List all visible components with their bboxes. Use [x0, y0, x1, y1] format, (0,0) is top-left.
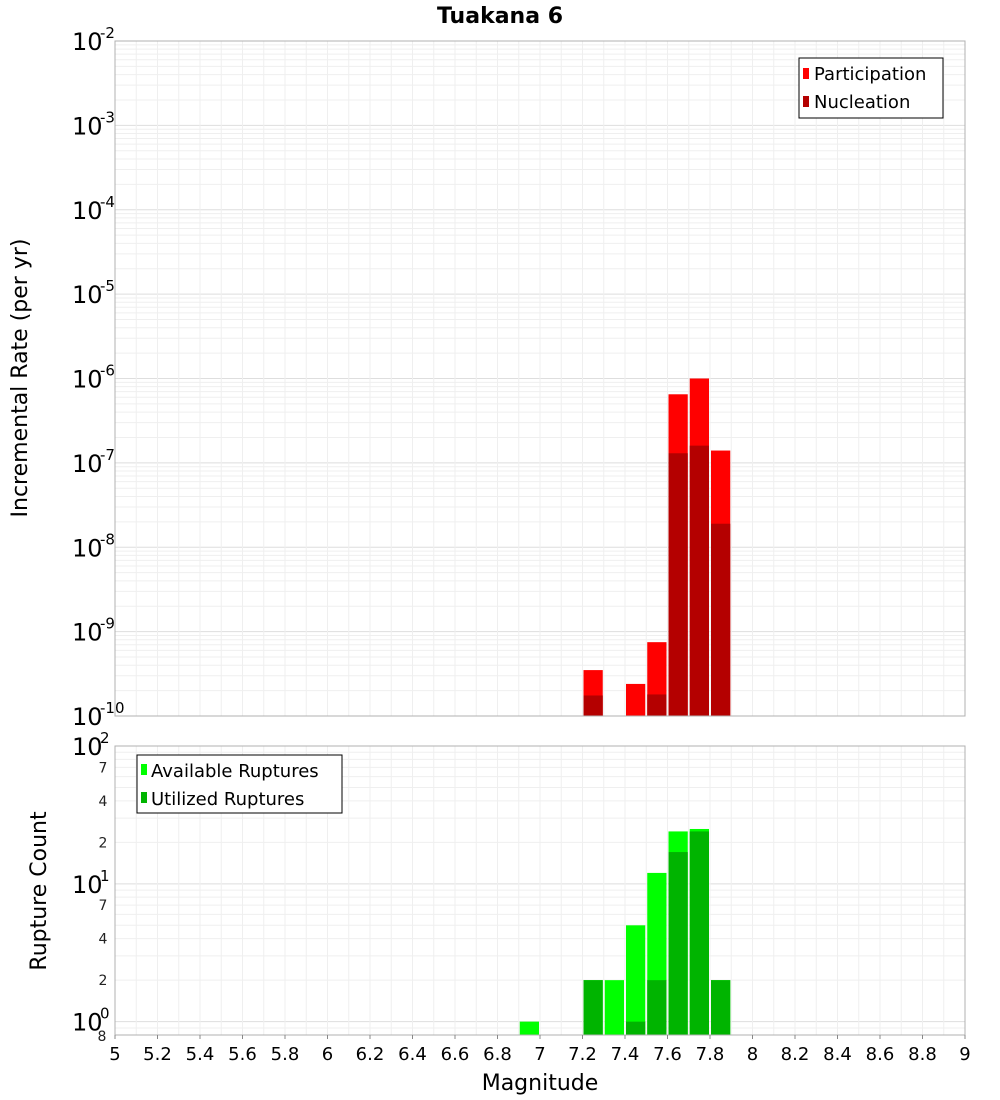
- count-y-minor-tick-label: 2: [99, 835, 108, 851]
- utilized-bar: [689, 831, 709, 1035]
- utilized-bar: [583, 980, 603, 1035]
- x-tick-label: 5.8: [271, 1044, 300, 1065]
- x-tick-label: 6: [322, 1044, 333, 1065]
- rate-plot-border: [114, 40, 966, 717]
- count-x-ticks: 5 5.2 5.4 5.6 5.8 6 6.2 6.4 6.6 6.8 7 7.2 7.4 7.6 7.8 8…: [109, 1035, 971, 1065]
- x-tick-label: 7.8: [696, 1044, 725, 1065]
- rate-y-tick-label: 10: [72, 197, 103, 225]
- count-y-minor-tick-label: 7: [99, 898, 108, 914]
- x-tick-label: 8.6: [866, 1044, 895, 1065]
- rate-legend: Participation Nucleation: [798, 57, 944, 119]
- count-y-tick-label: 10: [72, 733, 103, 761]
- x-tick-label: 7.2: [568, 1044, 597, 1065]
- count-y-minor-tick-label: 7: [99, 760, 108, 776]
- count-y-axis-label: Rupture Count: [27, 811, 52, 971]
- rate-y-tick-label: 10: [72, 112, 103, 140]
- count-y-tick-label: 10: [72, 1009, 103, 1037]
- x-tick-label: 6.2: [356, 1044, 385, 1065]
- nucleation-legend-label: Nucleation: [814, 92, 910, 113]
- rate-y-tick-label: 10: [72, 703, 103, 731]
- rate-y-tick-exponent: -2: [100, 24, 115, 42]
- x-tick-label: 6.6: [441, 1044, 470, 1065]
- participation-legend-label: Participation: [814, 64, 926, 85]
- rate-legend-box: [798, 57, 944, 119]
- count-y-tick-exponent: 2: [100, 729, 110, 747]
- x-axis-label: Magnitude: [482, 1071, 599, 1096]
- utilized-bar: [668, 852, 688, 1035]
- x-tick-label: 6.8: [483, 1044, 512, 1065]
- available-bar: [604, 980, 624, 1035]
- utilized-legend-label: Utilized Ruptures: [151, 789, 304, 810]
- nucleation-bar: [689, 445, 709, 716]
- participation-legend-swatch: [803, 68, 809, 79]
- nucleation-bar: [668, 453, 688, 716]
- available-legend-label: Available Ruptures: [151, 761, 319, 782]
- nucleation-legend-swatch: [803, 96, 809, 107]
- x-tick-label: 5.6: [228, 1044, 257, 1065]
- x-tick-label: 7.6: [653, 1044, 682, 1065]
- rate-bars: [583, 378, 731, 716]
- x-tick-label: 8: [747, 1044, 758, 1065]
- rate-y-tick-label: 10: [72, 366, 103, 394]
- rate-y-tick-label: 10: [72, 450, 103, 478]
- nucleation-bar: [583, 695, 603, 716]
- nucleation-bar: [711, 523, 731, 716]
- rate-y-tick-exponent: -6: [100, 362, 115, 380]
- x-tick-label: 8.2: [781, 1044, 810, 1065]
- rate-y-tick-label: 10: [72, 28, 103, 56]
- x-tick-label: 5: [109, 1044, 120, 1065]
- count-y-minor-tick-label: 4: [99, 932, 108, 948]
- count-bars: [519, 828, 731, 1035]
- nucleation-bar: [647, 694, 667, 716]
- count-y-minor-tick-label: 4: [99, 794, 108, 810]
- x-tick-label: 5.4: [186, 1044, 215, 1065]
- utilized-bar: [711, 980, 731, 1035]
- utilized-bar: [647, 980, 667, 1035]
- x-tick-label: 9: [959, 1044, 970, 1065]
- available-legend-swatch: [141, 764, 147, 775]
- count-y-tick-label: 10: [72, 871, 103, 899]
- rate-y-tick-label: 10: [72, 534, 103, 562]
- rate-y-tick-label: 10: [72, 619, 103, 647]
- utilized-legend-swatch: [141, 792, 147, 803]
- count-y-bottom-tick-label: 8: [98, 1029, 107, 1045]
- rate-gridlines: [114, 41, 966, 717]
- available-bar: [626, 925, 646, 1035]
- count-y-tick-exponent: 1: [100, 867, 110, 885]
- rate-y-tick-label: 10: [72, 281, 103, 309]
- count-legend-box: [136, 754, 343, 814]
- x-tick-label: 8.4: [823, 1044, 852, 1065]
- rate-y-axis-label: Incremental Rate (per yr): [8, 239, 33, 518]
- count-legend: Available Ruptures Utilized Ruptures: [136, 754, 343, 814]
- rate-y-tick-exponent: -10: [100, 699, 125, 717]
- x-tick-label: 7: [534, 1044, 545, 1065]
- count-y-tick-exponent: 0: [100, 1005, 110, 1023]
- rate-y-tick-exponent: -5: [100, 277, 115, 295]
- available-bar: [519, 1021, 539, 1035]
- rate-y-tick-exponent: -7: [100, 446, 115, 464]
- count-y-minor-tick-label: 2: [99, 973, 108, 989]
- rate-y-tick-exponent: -4: [100, 193, 115, 211]
- x-tick-label: 8.8: [908, 1044, 937, 1065]
- x-tick-label: 7.4: [611, 1044, 640, 1065]
- utilized-bar: [626, 1021, 646, 1035]
- rate-y-tick-exponent: -3: [100, 108, 115, 126]
- x-tick-label: 5.2: [143, 1044, 172, 1065]
- rate-y-tick-exponent: -8: [100, 530, 115, 548]
- participation-bar: [626, 683, 646, 716]
- chart-title: Tuakana 6: [437, 4, 563, 29]
- x-tick-label: 6.4: [398, 1044, 427, 1065]
- rate-y-tick-exponent: -9: [100, 615, 115, 633]
